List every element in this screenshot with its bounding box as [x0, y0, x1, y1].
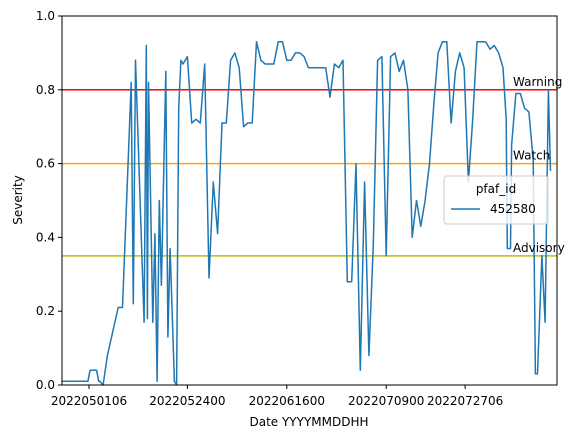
legend: pfaf_id 452580	[443, 175, 549, 225]
y-tick-label-4: 0.8	[36, 83, 55, 97]
x-tick-label-0: 2022050106	[51, 394, 127, 408]
x-tick-label-1: 2022052400	[149, 394, 225, 408]
threshold-label-watch: Watch	[513, 149, 550, 163]
threshold-labels: Warning Watch Advisory	[513, 75, 565, 255]
series-lines	[62, 41, 552, 386]
y-tick-label-1: 0.2	[36, 304, 55, 318]
y-axis-label: Severity	[11, 175, 25, 225]
legend-title: pfaf_id	[476, 182, 516, 196]
threshold-lines	[62, 89, 557, 257]
y-axis: 0.0 0.2 0.4 0.6 0.8 1.0	[36, 9, 62, 392]
threshold-label-advisory: Advisory	[513, 241, 565, 255]
series-line-452580-tail	[485, 41, 552, 375]
x-tick-label-3: 2022070900	[348, 394, 424, 408]
y-tick-label-0: 0.0	[36, 378, 55, 392]
y-tick-label-3: 0.6	[36, 157, 55, 171]
plot-frame	[61, 15, 558, 386]
threshold-label-warning: Warning	[513, 75, 562, 89]
x-axis: 2022050106 2022052400 2022061600 2022070900…	[51, 385, 503, 408]
x-tick-label-4: 2022072706	[427, 394, 503, 408]
legend-entry-452580: 452580	[490, 202, 536, 216]
x-tick-label-2: 2022061600	[249, 394, 325, 408]
x-axis-label: Date YYYYMMDDHH	[249, 415, 368, 429]
series-line-452580	[62, 41, 486, 386]
legend-box	[443, 175, 549, 225]
y-tick-label-2: 0.4	[36, 230, 55, 244]
y-tick-label-5: 1.0	[36, 9, 55, 23]
